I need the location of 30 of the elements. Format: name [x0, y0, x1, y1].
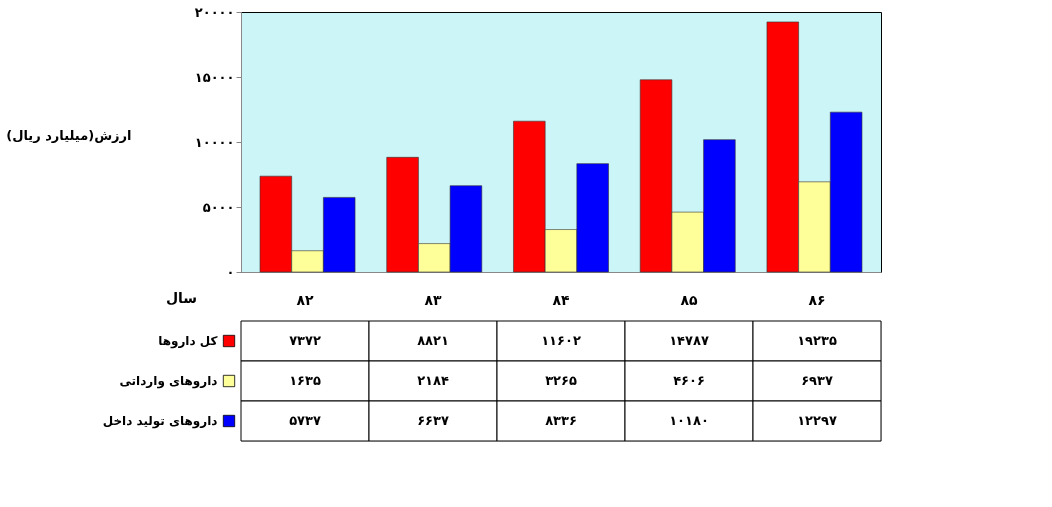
- x-tick-label: ۸۵: [680, 291, 698, 308]
- legend-label: داروهای تولید داخل: [102, 414, 218, 429]
- y-tick-label: ۵۰۰۰: [202, 199, 235, 215]
- x-tick-label: ۸۲: [296, 291, 314, 308]
- data-label: ۷۳۷۲: [289, 333, 321, 348]
- data-label: ۶۶۳۷: [417, 413, 449, 428]
- data-label: ۸۸۲۱: [417, 333, 449, 348]
- x-axis-title: سال: [165, 289, 198, 306]
- x-tick-label: ۸۳: [424, 291, 442, 308]
- y-tick-label: ۲۰۰۰۰: [194, 4, 235, 20]
- y-tick-label: ۱۰۰۰۰: [194, 134, 235, 150]
- data-label: ۱۰۱۸۰: [669, 413, 709, 428]
- data-label: ۱۴۷۸۷: [669, 333, 709, 348]
- y-tick-label: ۰: [226, 264, 235, 280]
- data-label: ۶۹۳۷: [801, 373, 833, 388]
- data-label: ۱۲۲۹۷: [797, 413, 837, 428]
- data-label: ۳۲۶۵: [545, 373, 577, 388]
- legend-label: کل داروها: [158, 334, 218, 349]
- data-label: ۱۱۶۰۲: [541, 333, 581, 348]
- data-label: ۴۶۰۶: [673, 373, 705, 388]
- data-label: ۲۱۸۴: [417, 373, 449, 388]
- y-tick-label: ۱۵۰۰۰: [194, 69, 235, 85]
- y-axis-title: ارزش(میلیارد ریال): [6, 127, 132, 143]
- data-label: ۵۷۳۷: [289, 413, 321, 428]
- data-label: ۱۶۳۵: [289, 373, 321, 388]
- x-tick-label: ۸۶: [808, 291, 826, 308]
- legend-label: داروهای وارداتی: [119, 374, 218, 389]
- x-tick-label: ۸۴: [552, 291, 570, 308]
- data-label: ۱۹۲۳۵: [797, 333, 837, 348]
- data-label: ۸۳۳۶: [545, 413, 577, 428]
